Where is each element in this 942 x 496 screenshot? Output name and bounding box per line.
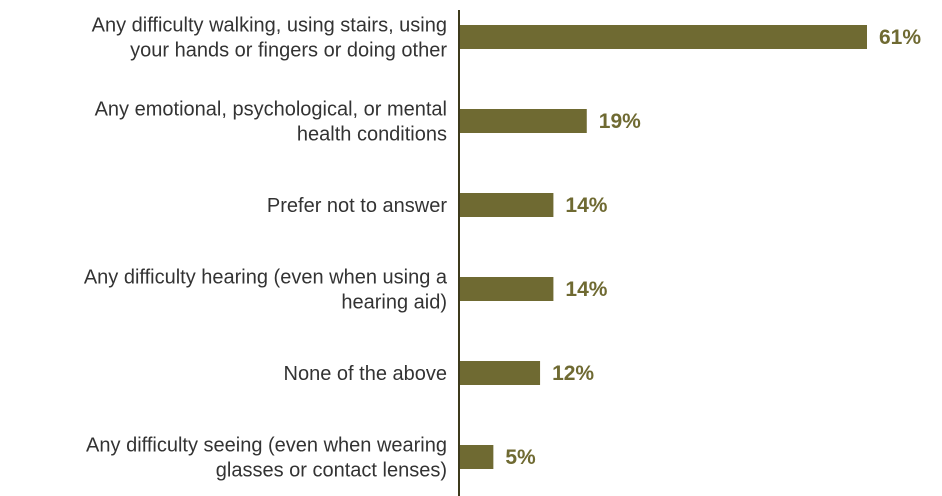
category-label-1-line-0: Any emotional, psychological, or mental [95,99,447,121]
bar-1 [460,109,587,133]
category-label-0-line-0: Any difficulty walking, using stairs, us… [92,15,447,37]
category-label-2-line-0: Prefer not to answer [267,195,447,217]
category-label-3-line-1: hearing aid) [341,292,447,314]
value-label-3: 14% [565,278,607,301]
bar-3 [460,277,554,301]
category-label-5-line-1: glasses or contact lenses) [216,460,447,482]
bars-group: 61% Any difficulty walking, using stairs,… [84,15,922,482]
bar-2 [460,193,554,217]
bar-0 [460,25,867,49]
value-label-0: 61% [879,26,921,49]
category-label-1-line-1: health conditions [297,124,447,146]
value-label-2: 14% [565,194,607,217]
category-label-4-line-0: None of the above [284,363,447,385]
bar-4 [460,361,541,385]
value-label-4: 12% [552,362,594,385]
category-label-3-line-0: Any difficulty hearing (even when using … [84,267,448,289]
category-label-5-line-0: Any difficulty seeing (even when wearing [86,435,447,457]
category-label-0-line-1: your hands or fingers or doing other [130,40,447,62]
value-label-5: 5% [505,446,536,469]
value-label-1: 19% [599,110,641,133]
bar-5 [460,445,494,469]
